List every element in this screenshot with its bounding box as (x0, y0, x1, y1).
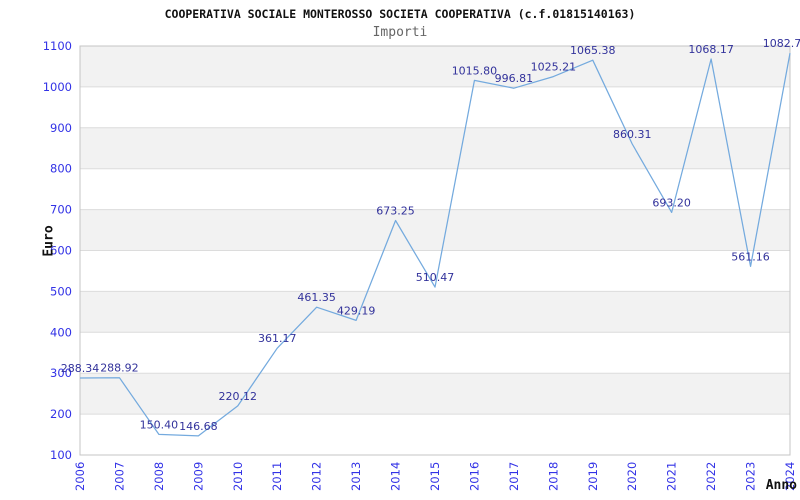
y-tick-label: 1000 (43, 80, 72, 94)
data-point-label: 220.12 (219, 390, 258, 403)
x-tick-label: 2010 (231, 462, 245, 491)
data-point-label: 510.47 (416, 271, 455, 284)
data-point-label: 860.31 (613, 128, 652, 141)
plot-border (79, 45, 791, 456)
x-tick-label: 2022 (704, 462, 718, 491)
x-tick-label: 2007 (112, 462, 126, 491)
data-point-label: 996.81 (495, 72, 534, 85)
x-tick-label: 2018 (546, 462, 560, 491)
data-point-label: 288.92 (100, 362, 139, 375)
y-tick-label: 700 (50, 203, 72, 217)
x-tick-label: 2021 (665, 462, 679, 491)
x-tick-label: 2012 (310, 462, 324, 491)
chart-title: COOPERATIVA SOCIALE MONTEROSSO SOCIETA C… (164, 7, 636, 21)
x-tick-label: 2009 (191, 462, 205, 491)
x-tick-label: 2008 (152, 462, 166, 491)
x-tick-label: 2019 (586, 462, 600, 491)
data-point-label: 461.35 (297, 291, 336, 304)
y-axis-title: Euro (41, 225, 57, 257)
y-tick-label: 1100 (43, 39, 72, 53)
data-point-label: 146.68 (179, 420, 218, 433)
y-tick-label: 100 (50, 448, 72, 462)
x-tick-label: 2006 (73, 462, 87, 491)
plot-band (80, 291, 790, 333)
data-point-label: 288.34 (61, 362, 100, 375)
x-tick-label: 2024 (783, 462, 797, 491)
x-axis-title: Anno (765, 478, 797, 493)
data-point-label: 150.40 (140, 418, 179, 431)
plot-band (80, 209, 790, 251)
x-tick-label: 2016 (467, 462, 481, 491)
x-tick-label: 2023 (744, 462, 758, 491)
x-tick-label: 2011 (270, 462, 284, 491)
x-tick-label: 2017 (507, 462, 521, 491)
plot-band (80, 46, 790, 87)
x-tick-label: 2020 (625, 462, 639, 491)
data-point-label: 1082.7 (763, 37, 800, 50)
data-point-label: 1015.80 (452, 64, 498, 77)
data-point-label: 1025.21 (531, 61, 577, 74)
y-tick-label: 200 (50, 407, 72, 421)
y-tick-label: 900 (50, 121, 72, 135)
data-point-label: 1068.17 (688, 43, 734, 56)
data-point-label: 693.20 (652, 196, 691, 209)
y-tick-label: 800 (50, 162, 72, 176)
plot-band (80, 373, 790, 415)
data-point-label: 1065.38 (570, 44, 616, 57)
data-line (79, 52, 791, 437)
y-tick-label: 600 (50, 244, 72, 258)
x-tick-label: 2014 (389, 462, 403, 491)
data-point-label: 361.17 (258, 332, 297, 345)
plot-band (80, 127, 790, 169)
chart-subtitle: Importi (372, 25, 428, 40)
data-point-label: 673.25 (376, 205, 415, 218)
data-point-label: 561.16 (731, 250, 770, 263)
x-tick-label: 2013 (349, 462, 363, 491)
data-point-label: 429.19 (337, 304, 376, 317)
y-tick-label: 500 (50, 284, 72, 298)
x-tick-label: 2015 (428, 462, 442, 491)
y-tick-label: 400 (50, 325, 72, 339)
y-tick-label: 300 (50, 366, 72, 380)
